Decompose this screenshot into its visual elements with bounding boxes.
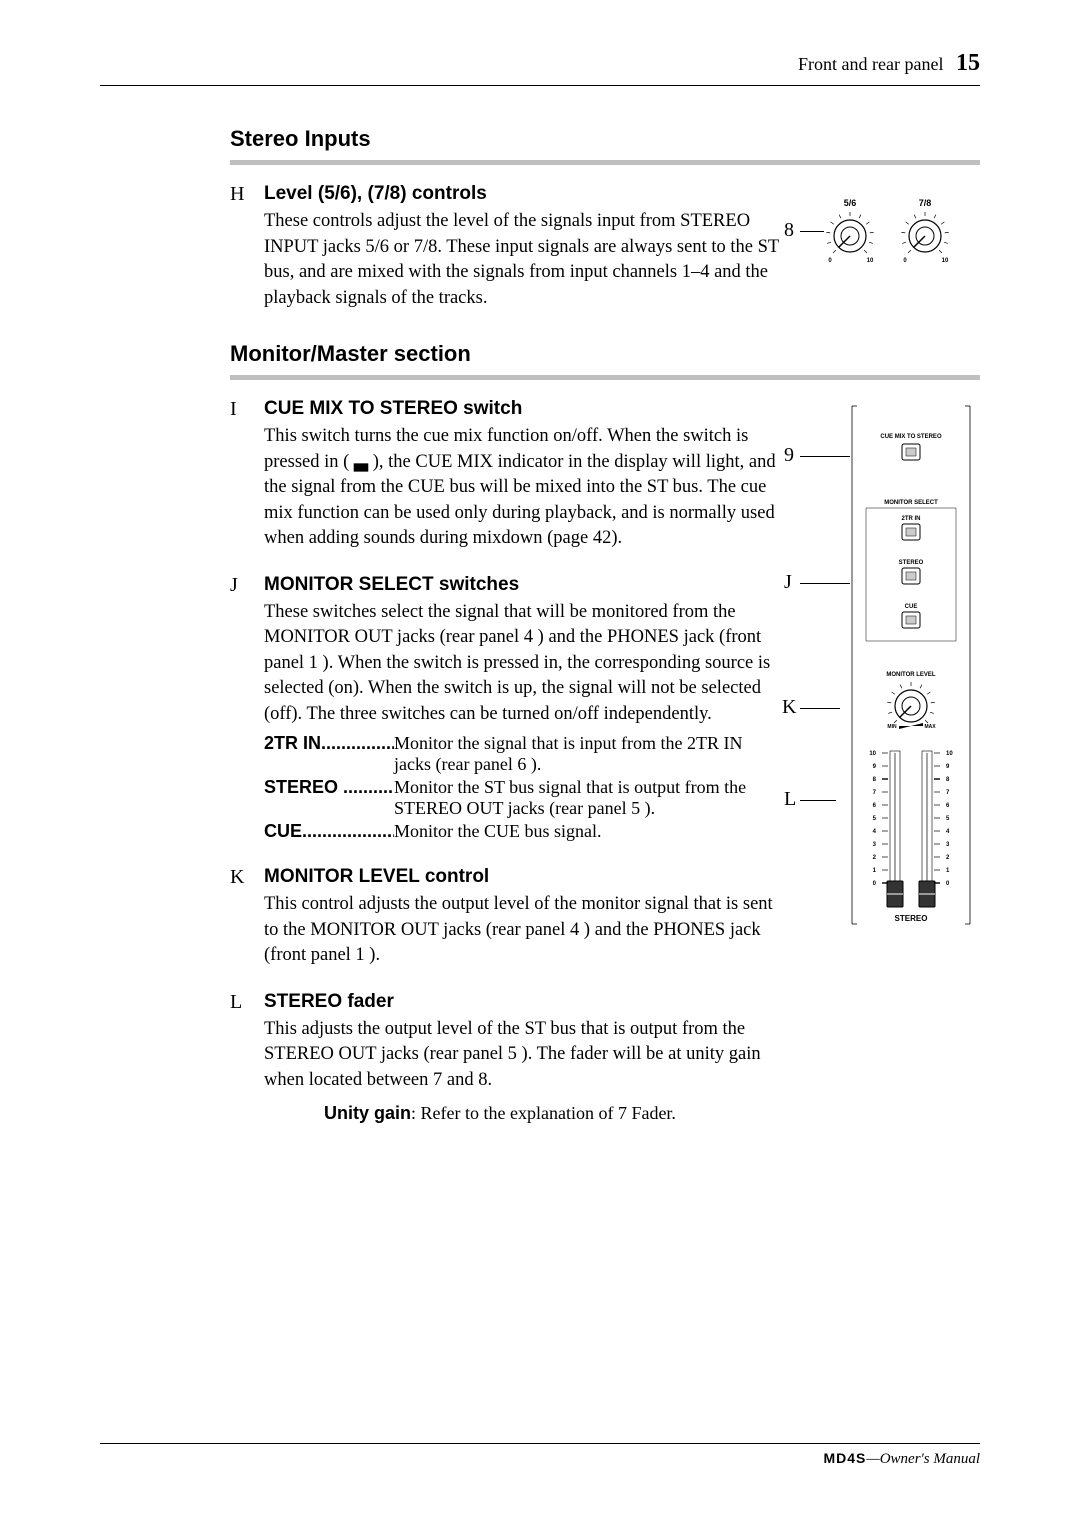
svg-text:7: 7 [873,790,877,796]
item-letter: K [230,866,264,969]
monitor-panel-svg: CUE MIX TO STEREO MONITOR SELECT 2TR IN … [810,396,980,926]
svg-text:4: 4 [946,829,950,835]
item-desc: This adjusts the output level of the ST … [264,1017,780,1094]
svg-text:5: 5 [946,816,950,822]
svg-text:3: 3 [873,842,877,848]
def-term: STEREO [264,777,338,797]
svg-text:0: 0 [903,258,907,264]
header-section: Front and rear panel [798,54,943,74]
svg-text:10: 10 [946,751,953,757]
callout-line [800,800,836,801]
item-title: MONITOR LEVEL control [264,866,780,888]
item-desc: This switch turns the cue mix function o… [264,424,780,552]
footer-text: —Owner's Manual [866,1451,980,1467]
callout-9: 9 [784,444,794,467]
note-bold: Unity gain [324,1103,411,1123]
section-title-monitor: Monitor/Master section [230,341,980,367]
footer: MD4S—Owner's Manual [100,1443,980,1468]
def-term: CUE [264,821,302,841]
svg-text:CUE MIX TO STEREO: CUE MIX TO STEREO [880,434,942,440]
svg-text:MAX: MAX [924,724,936,730]
item-letter: H [230,183,264,311]
def-row: 2TR IN.................. Monitor the sig… [264,733,780,775]
item-desc: This control adjusts the output level of… [264,892,780,969]
def-text: Monitor the signal that is input from th… [394,733,780,775]
svg-text:MONITOR LEVEL: MONITOR LEVEL [886,672,936,678]
section-rule [230,375,980,380]
svg-text:9: 9 [873,764,877,770]
svg-text:5/6: 5/6 [844,198,857,208]
svg-text:MIN: MIN [887,724,897,730]
callout-L: L [784,788,796,811]
svg-text:0: 0 [873,881,877,887]
content: Stereo Inputs H Level (5/6), (7/8) contr… [230,126,980,1124]
callout-K: K [782,696,796,719]
section-rule [230,160,980,165]
svg-text:6: 6 [946,803,950,809]
note-rest: : Refer to the explanation of 7 Fader. [411,1103,676,1123]
svg-text:4: 4 [873,829,877,835]
svg-text:9: 9 [946,764,950,770]
def-row: STEREO ............... Monitor the ST bu… [264,777,780,819]
svg-text:2: 2 [946,855,950,861]
item-desc: These controls adjust the level of the s… [264,209,780,311]
svg-text:5: 5 [873,816,877,822]
callout-J: J [784,571,792,594]
svg-text:1: 1 [946,868,950,874]
figure-level-knobs: 8 5/6010 7/8010 [810,191,990,271]
svg-text:1: 1 [873,868,877,874]
page-header: Front and rear panel 15 [100,50,980,77]
svg-text:STEREO: STEREO [899,560,924,566]
svg-text:MONITOR SELECT: MONITOR SELECT [884,500,938,506]
footer-rule [100,1443,980,1444]
svg-text:2TR IN: 2TR IN [901,516,920,522]
svg-text:8: 8 [873,777,877,783]
header-rule [100,85,980,86]
svg-text:3: 3 [946,842,950,848]
svg-text:0: 0 [828,258,832,264]
item-title: STEREO fader [264,991,780,1013]
svg-text:7/8: 7/8 [919,198,932,208]
svg-text:STEREO: STEREO [895,914,928,923]
svg-text:7: 7 [946,790,950,796]
item-desc: These switches select the signal that wi… [264,600,780,728]
knobs-svg: 5/6 0 10 7/8 0 10 [810,191,970,271]
callout-line [800,231,824,232]
item-letter: J [230,574,264,845]
svg-text:8: 8 [946,777,950,783]
callout-line [800,583,850,584]
item-title: Level (5/6), (7/8) controls [264,183,780,205]
note: Unity gain: Refer to the explanation of … [324,1103,780,1124]
figure-monitor-panel: 9 J K L CUE MIX TO STEREO MONITOR SELECT [810,396,990,926]
def-text: Monitor the ST bus signal that is output… [394,777,780,819]
svg-text:6: 6 [873,803,877,809]
svg-text:CUE: CUE [905,604,918,610]
definition-list: 2TR IN.................. Monitor the sig… [264,733,780,842]
item-title: MONITOR SELECT switches [264,574,780,596]
def-row: CUE....................... Monitor the C… [264,821,780,842]
def-text: Monitor the CUE bus signal. [394,821,780,842]
svg-text:2: 2 [873,855,877,861]
section-title-stereo: Stereo Inputs [230,126,980,152]
page-number: 15 [956,50,980,76]
callout-line [800,708,840,709]
svg-text:10: 10 [867,258,874,264]
item-title: CUE MIX TO STEREO switch [264,398,780,420]
def-term: 2TR IN [264,733,321,753]
item-L: L STEREO fader This adjusts the output l… [230,991,980,1125]
svg-text:10: 10 [869,751,876,757]
svg-text:10: 10 [942,258,949,264]
footer-brand: MD4S [823,1450,866,1466]
svg-text:0: 0 [946,881,950,887]
callout-8: 8 [784,219,794,242]
callout-line [800,456,850,457]
item-letter: L [230,991,264,1125]
item-letter: I [230,398,264,552]
